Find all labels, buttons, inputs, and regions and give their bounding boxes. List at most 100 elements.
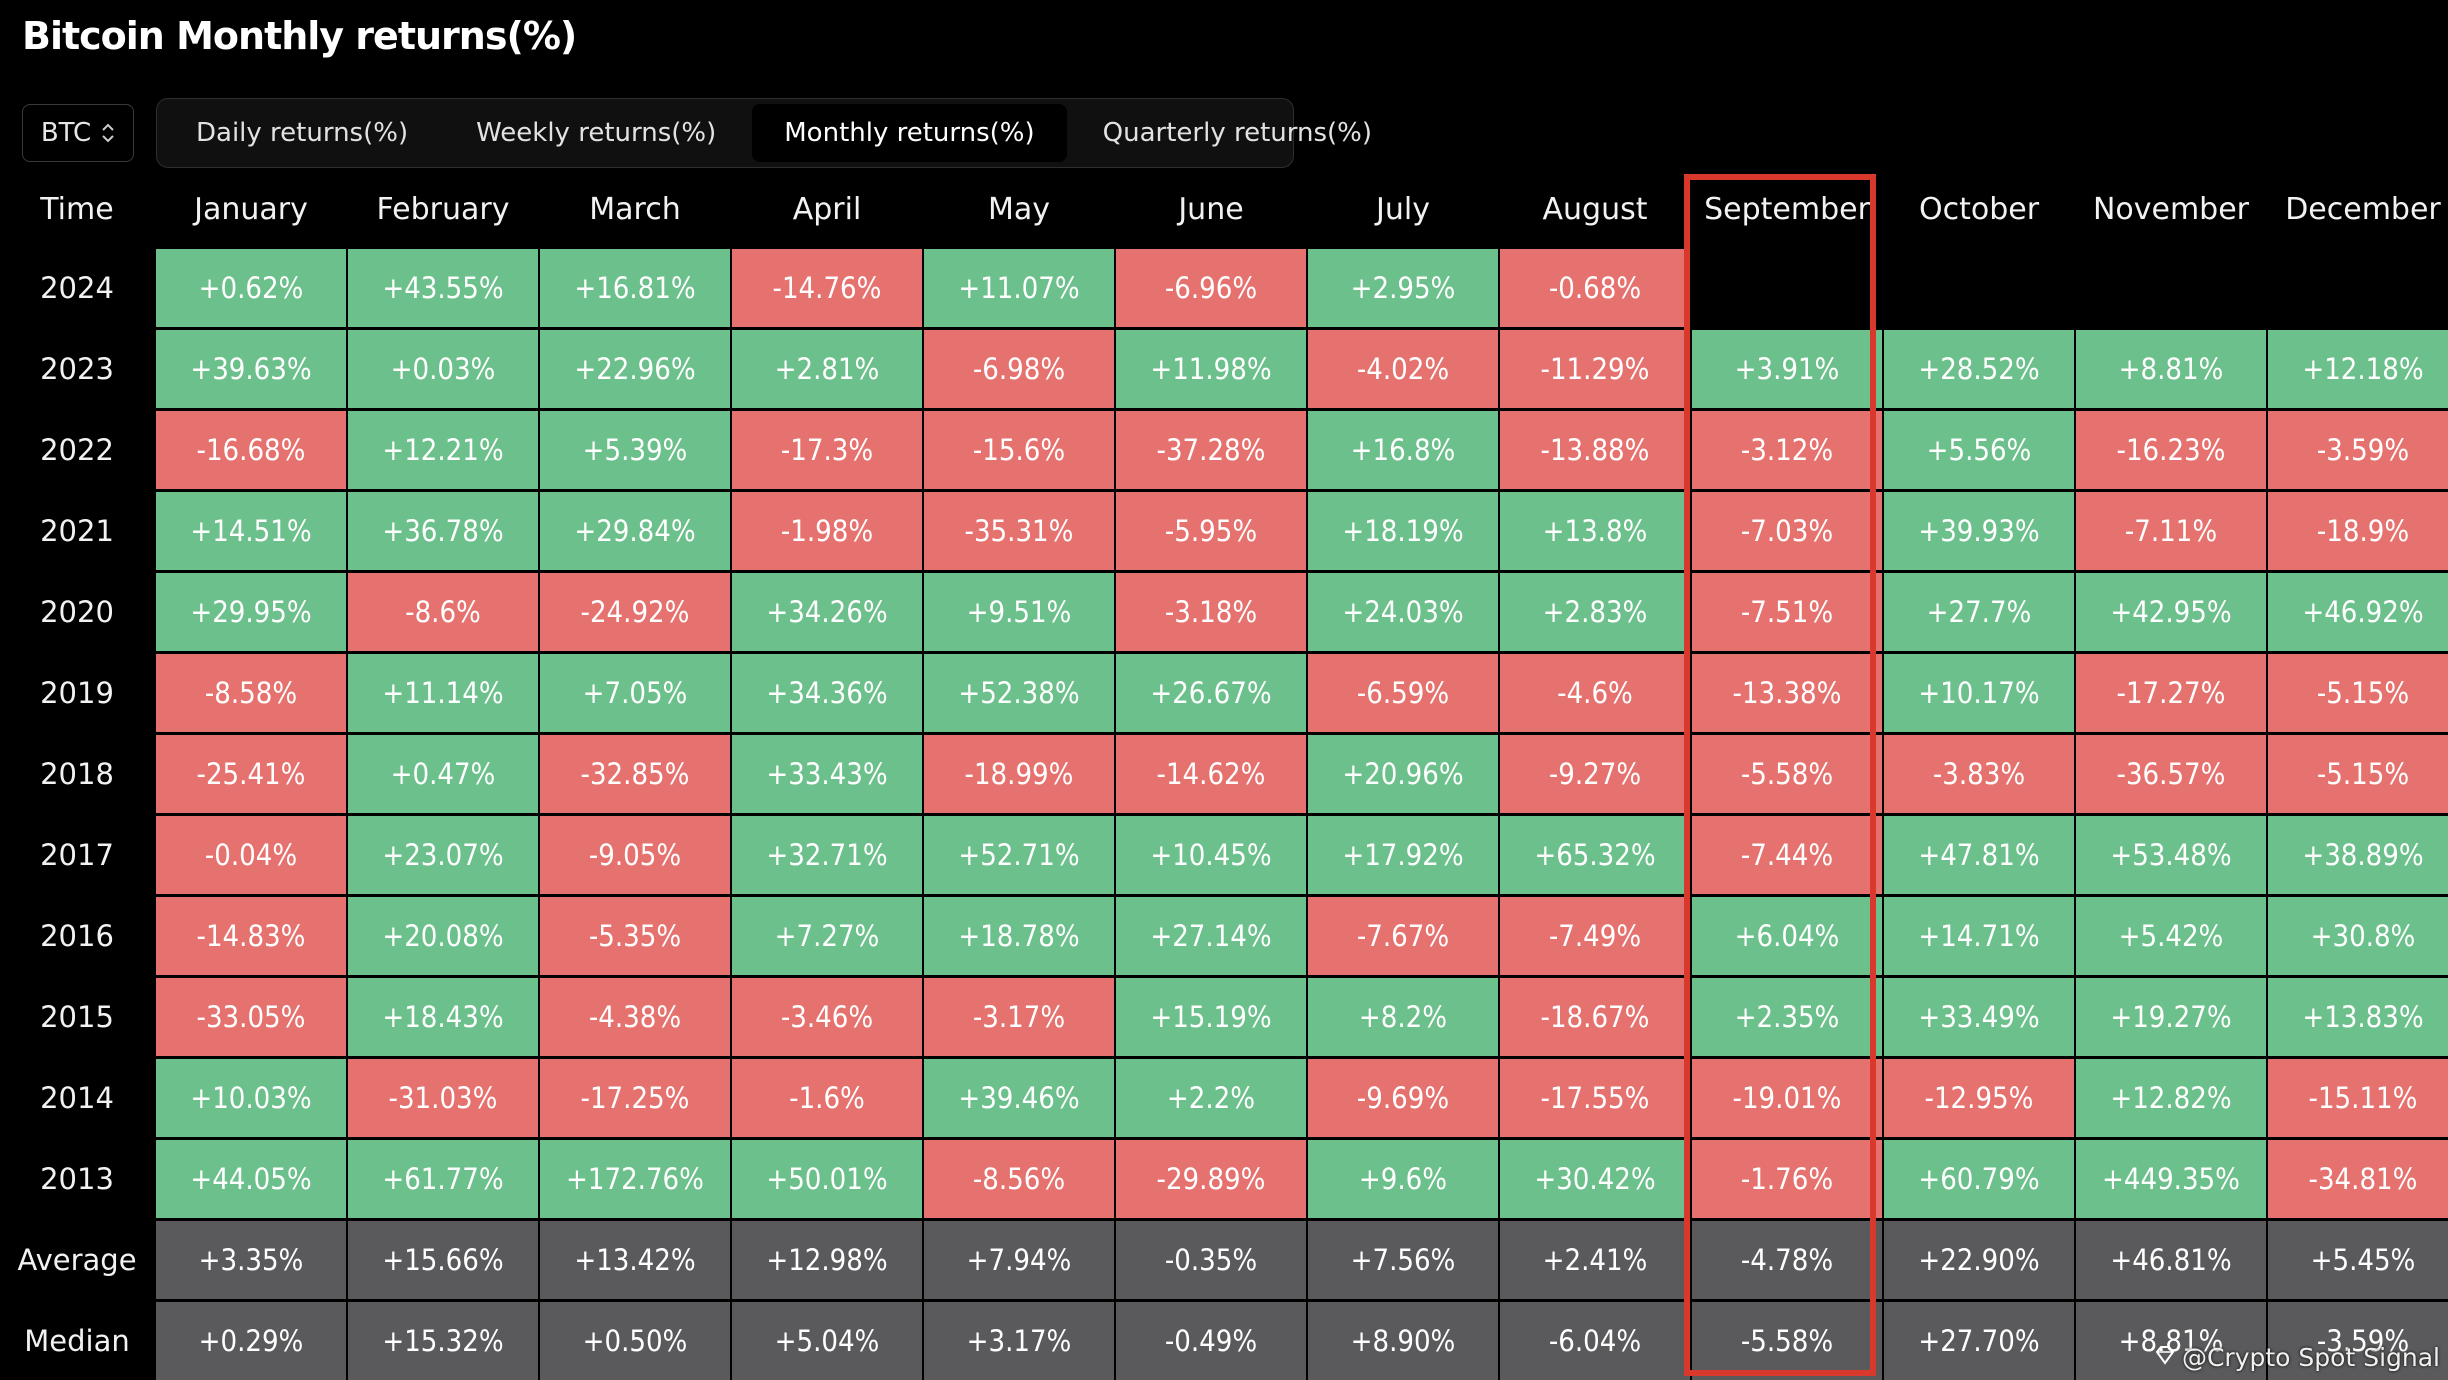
return-cell: +12.82%: [2076, 1059, 2266, 1137]
summary-cell: +8.81%: [2076, 1302, 2266, 1380]
return-cell: +18.43%: [348, 978, 538, 1056]
return-cell: +0.47%: [348, 735, 538, 813]
return-cell: +9.51%: [924, 573, 1114, 651]
summary-cell: +3.35%: [156, 1221, 346, 1299]
return-cell: -1.98%: [732, 492, 922, 570]
return-cell: -32.85%: [540, 735, 730, 813]
return-cell: -5.15%: [2268, 654, 2448, 732]
return-cell: -3.83%: [1884, 735, 2074, 813]
row-label-2022: 2022: [0, 411, 154, 489]
summary-cell: +5.45%: [2268, 1221, 2448, 1299]
return-cell: -4.38%: [540, 978, 730, 1056]
return-cell: +13.83%: [2268, 978, 2448, 1056]
return-cell: +18.78%: [924, 897, 1114, 975]
return-cell: +53.48%: [2076, 816, 2266, 894]
return-cell: -6.98%: [924, 330, 1114, 408]
return-cell: -5.35%: [540, 897, 730, 975]
return-cell: +14.71%: [1884, 897, 2074, 975]
return-cell: +10.03%: [156, 1059, 346, 1137]
return-cell: +52.71%: [924, 816, 1114, 894]
summary-cell: -6.04%: [1500, 1302, 1690, 1380]
return-cell: -7.03%: [1692, 492, 1882, 570]
return-cell: +39.93%: [1884, 492, 2074, 570]
return-cell: +33.49%: [1884, 978, 2074, 1056]
return-cell: -15.6%: [924, 411, 1114, 489]
return-cell: -5.15%: [2268, 735, 2448, 813]
return-cell: +9.6%: [1308, 1140, 1498, 1218]
return-cell: -16.68%: [156, 411, 346, 489]
return-cell: +33.43%: [732, 735, 922, 813]
return-cell: +26.67%: [1116, 654, 1306, 732]
column-header-july: July: [1308, 172, 1498, 246]
return-cell: -3.46%: [732, 978, 922, 1056]
tab-quarterly-returns[interactable]: Quarterly returns(%): [1102, 118, 1373, 148]
return-cell: -13.38%: [1692, 654, 1882, 732]
return-cell: -7.11%: [2076, 492, 2266, 570]
return-cell: +65.32%: [1500, 816, 1690, 894]
return-cell: +60.79%: [1884, 1140, 2074, 1218]
return-cell: +5.42%: [2076, 897, 2266, 975]
summary-cell: +27.70%: [1884, 1302, 2074, 1380]
return-cell: -1.76%: [1692, 1140, 1882, 1218]
returns-table: Time January February March April May June July…: [0, 172, 2448, 1380]
return-cell: +10.17%: [1884, 654, 2074, 732]
return-cell: +24.03%: [1308, 573, 1498, 651]
return-cell: [2076, 249, 2266, 327]
row-label-2023: 2023: [0, 330, 154, 408]
return-period-tabs: Daily returns(%) Weekly returns(%) Monthly…: [156, 98, 1372, 168]
summary-cell: +13.42%: [540, 1221, 730, 1299]
return-cell: +7.27%: [732, 897, 922, 975]
return-cell: [2268, 249, 2448, 327]
return-cell: +12.21%: [348, 411, 538, 489]
column-header-january: January: [156, 172, 346, 246]
summary-cell: -5.58%: [1692, 1302, 1882, 1380]
return-cell: +17.92%: [1308, 816, 1498, 894]
return-cell: -17.25%: [540, 1059, 730, 1137]
column-header-september: September: [1692, 172, 1882, 246]
return-cell: +47.81%: [1884, 816, 2074, 894]
summary-cell: +0.50%: [540, 1302, 730, 1380]
return-cell: -15.11%: [2268, 1059, 2448, 1137]
return-cell: +12.18%: [2268, 330, 2448, 408]
diamond-logo-icon: [2154, 1343, 2176, 1372]
tab-weekly-returns[interactable]: Weekly returns(%): [476, 118, 717, 148]
return-cell: -3.17%: [924, 978, 1114, 1056]
return-cell: -35.31%: [924, 492, 1114, 570]
return-cell: +15.19%: [1116, 978, 1306, 1056]
return-cell: -6.96%: [1116, 249, 1306, 327]
return-cell: +11.98%: [1116, 330, 1306, 408]
asset-select[interactable]: BTC: [22, 104, 134, 162]
return-cell: +28.52%: [1884, 330, 2074, 408]
summary-cell: -0.35%: [1116, 1221, 1306, 1299]
return-cell: +44.05%: [156, 1140, 346, 1218]
tab-monthly-returns[interactable]: Monthly returns(%): [752, 104, 1067, 162]
return-cell: +8.81%: [2076, 330, 2266, 408]
return-cell: +42.95%: [2076, 573, 2266, 651]
return-cell: +2.2%: [1116, 1059, 1306, 1137]
return-cell: -18.67%: [1500, 978, 1690, 1056]
column-header-may: May: [924, 172, 1114, 246]
return-cell: -24.92%: [540, 573, 730, 651]
row-label-2024: 2024: [0, 249, 154, 327]
return-cell: -9.27%: [1500, 735, 1690, 813]
return-cell: -9.05%: [540, 816, 730, 894]
return-cell: -14.76%: [732, 249, 922, 327]
return-cell: -7.44%: [1692, 816, 1882, 894]
asset-select-value: BTC: [40, 118, 92, 148]
row-label-2021: 2021: [0, 492, 154, 570]
return-cell: -16.23%: [2076, 411, 2266, 489]
return-cell: -17.55%: [1500, 1059, 1690, 1137]
return-cell: +16.81%: [540, 249, 730, 327]
summary-cell: +15.32%: [348, 1302, 538, 1380]
return-cell: [1692, 249, 1882, 327]
return-cell: +46.92%: [2268, 573, 2448, 651]
return-cell: +0.03%: [348, 330, 538, 408]
summary-cell: +15.66%: [348, 1221, 538, 1299]
return-cell: +61.77%: [348, 1140, 538, 1218]
column-header-march: March: [540, 172, 730, 246]
return-cell: +8.2%: [1308, 978, 1498, 1056]
tab-daily-returns[interactable]: Daily returns(%): [196, 118, 409, 148]
summary-cell: -3.59%: [2268, 1302, 2448, 1380]
return-cell: +2.81%: [732, 330, 922, 408]
return-cell: [1884, 249, 2074, 327]
